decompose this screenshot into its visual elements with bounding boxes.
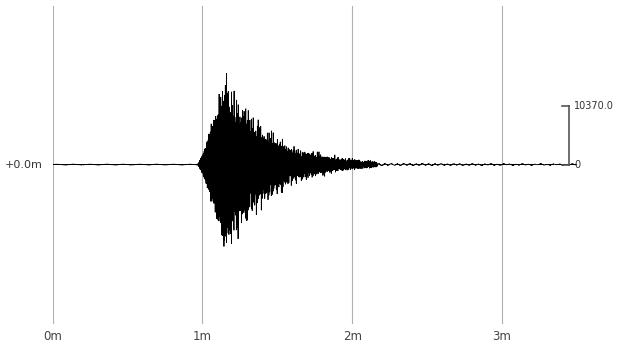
Text: 10370.0: 10370.0 — [574, 101, 614, 111]
Text: 0: 0 — [574, 159, 580, 170]
Text: +0.0m: +0.0m — [5, 159, 43, 170]
